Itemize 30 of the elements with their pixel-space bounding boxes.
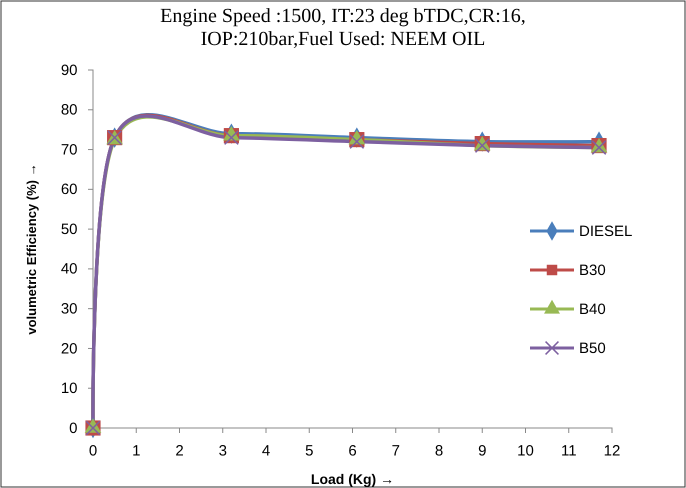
x-tick-label: 9	[478, 442, 486, 460]
x-tick-label: 5	[305, 442, 314, 460]
y-tick-label: 30	[60, 300, 78, 318]
y-tick-label: 70	[60, 141, 78, 158]
legend-label: B50	[579, 340, 606, 357]
x-tick-label: 7	[392, 442, 400, 460]
x-tick-label: 12	[604, 442, 620, 460]
y-tick-label: 40	[60, 260, 78, 278]
x-tick-label: 11	[560, 442, 577, 460]
legend-label: B40	[579, 301, 606, 318]
x-tick-label: 10	[517, 442, 534, 460]
y-tick-label: 80	[60, 102, 78, 119]
y-tick-label: 0	[69, 420, 78, 437]
x-tick-label: 1	[132, 442, 140, 460]
x-tick-label: 8	[434, 442, 444, 460]
x-axis-title: Load (Kg) →	[310, 471, 394, 487]
x-tick-label: 2	[175, 442, 184, 460]
y-tick-label: 20	[60, 340, 78, 358]
y-tick-label: 90	[60, 62, 78, 79]
y-axis-title: volumetric Efficiency (%) →	[24, 163, 39, 335]
legend-label: B30	[579, 262, 606, 279]
y-tick-label: 50	[60, 220, 78, 238]
x-tick-label: 3	[218, 442, 227, 460]
x-tick-label: 6	[348, 442, 357, 460]
y-tick-label: 60	[60, 181, 78, 198]
legend-label: DIESEL	[579, 223, 632, 240]
x-tick-label: 0	[88, 442, 98, 460]
chart-title: Engine Speed :1500, IT:23 deg bTDC,CR:16, IOP:210bar,Fuel Used: NEEM OIL	[160, 5, 526, 50]
y-tick-label: 10	[60, 380, 78, 398]
x-tick-label: 4	[262, 442, 270, 460]
